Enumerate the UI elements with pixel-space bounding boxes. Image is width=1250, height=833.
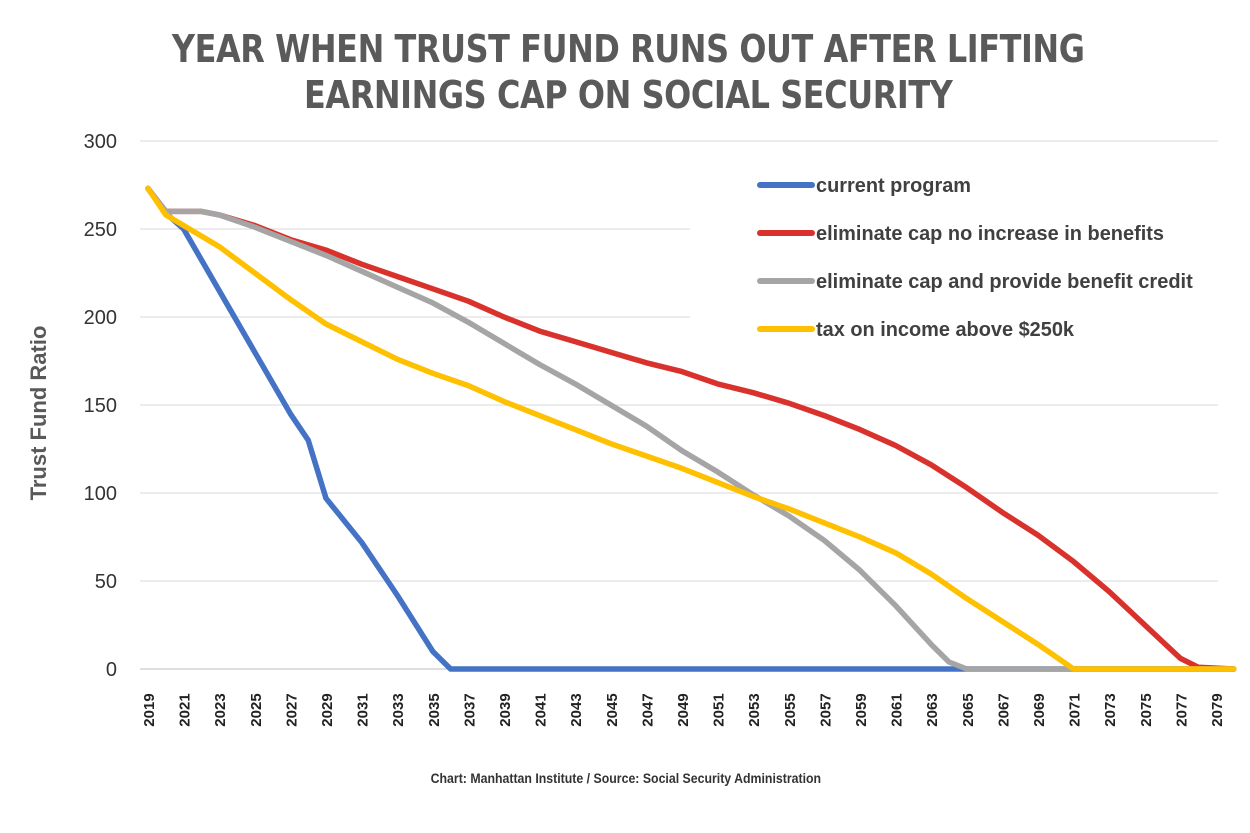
x-tick-label: 2047	[639, 693, 656, 726]
legend-label-4: tax on income above $250k	[816, 319, 1075, 341]
x-tick-label: 2033	[390, 693, 407, 726]
x-tick-label: 2061	[889, 693, 906, 726]
y-tick-label: 300	[84, 131, 117, 153]
grid-lines	[140, 140, 1218, 582]
y-tick-label: 0	[106, 659, 117, 681]
y-tick-label: 250	[84, 219, 117, 241]
x-tick-label: 2071	[1067, 693, 1084, 726]
x-tick-label: 2079	[1209, 693, 1226, 726]
chart-title-line-2: EARNINGS CAP ON SOCIAL SECURITY	[304, 73, 953, 117]
y-tick-label: 200	[84, 307, 117, 329]
series-line-4	[145, 185, 1237, 672]
series-line-1	[145, 185, 1237, 672]
series-line-2	[145, 185, 1237, 672]
x-tick-label: 2053	[746, 693, 763, 726]
y-tick-label: 100	[84, 483, 117, 505]
legend: current program eliminate cap no increase…	[757, 175, 1193, 341]
x-tick-label: 2043	[568, 693, 585, 726]
legend-label-1: current program	[816, 175, 971, 197]
chart-title-line-1: YEAR WHEN TRUST FUND RUNS OUT AFTER LIFT…	[171, 27, 1085, 71]
x-tick-label: 2019	[141, 693, 158, 726]
x-tick-label: 2051	[711, 693, 728, 726]
x-tick-label: 2055	[782, 693, 799, 726]
y-axis-title: Trust Fund Ratio	[26, 326, 51, 501]
series-lines	[145, 185, 1237, 672]
legend-label-3: eliminate cap and provide benefit credit	[816, 271, 1193, 293]
x-tick-label: 2073	[1102, 693, 1119, 726]
chart-title: YEAR WHEN TRUST FUND RUNS OUT AFTER LIFT…	[103, 26, 1153, 118]
x-tick-label: 2059	[853, 693, 870, 726]
x-tick-label: 2067	[995, 693, 1012, 726]
x-tick-label: 2077	[1173, 693, 1190, 726]
legend-label-2: eliminate cap no increase in benefits	[816, 223, 1164, 245]
x-tick-label: 2031	[355, 693, 372, 726]
x-tick-label: 2037	[461, 693, 478, 726]
x-tick-label: 2021	[177, 693, 194, 726]
x-tick-label: 2069	[1031, 693, 1048, 726]
x-tick-label: 2029	[319, 693, 336, 726]
y-tick-label: 50	[95, 571, 117, 593]
x-tick-label: 2049	[675, 693, 692, 726]
y-tick-label: 150	[84, 395, 117, 417]
x-tick-label: 2075	[1138, 693, 1155, 726]
x-tick-label: 2025	[248, 693, 265, 726]
x-tick-label: 2045	[604, 693, 621, 726]
axes: 0 50 100 150 200 250 300 2019 2021 2023 2025 2027 20…	[26, 131, 1226, 727]
x-tick-label: 2027	[283, 693, 300, 726]
x-tick-label: 2065	[960, 693, 977, 726]
x-tick-label: 2039	[497, 693, 514, 726]
series-line-3	[145, 185, 1237, 672]
chart-source-note: Chart: Manhattan Institute / Source: Soc…	[430, 770, 822, 786]
x-tick-label: 2035	[426, 693, 443, 726]
x-tick-label: 2057	[817, 693, 834, 726]
x-tick-label: 2023	[212, 693, 229, 726]
x-tick-label: 2063	[924, 693, 941, 726]
x-tick-label: 2041	[533, 693, 550, 726]
